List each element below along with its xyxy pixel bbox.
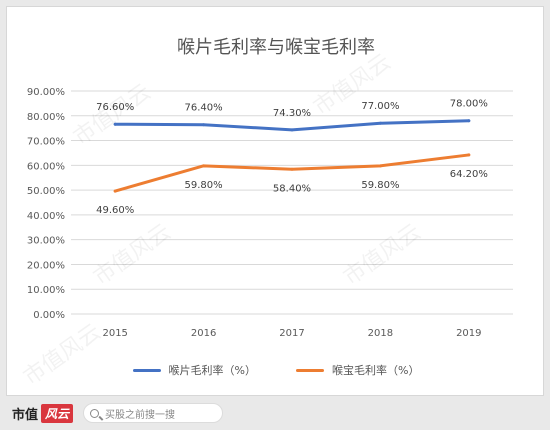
data-point-series-1 (378, 121, 382, 125)
y-tick-label: 30.00% (27, 236, 65, 247)
data-point-series-2 (202, 164, 206, 168)
y-tick-label: 60.00% (27, 161, 65, 172)
data-point-series-2 (290, 167, 294, 171)
line-chart: 0.00% 10.00% 20.00% 30.00% 40.00% 50.00% 60.00… (27, 87, 513, 339)
x-tick-label: 2019 (456, 328, 481, 339)
data-label-series-2: 64.20% (450, 169, 488, 180)
data-label-series-2: 49.60% (96, 205, 134, 216)
footer-bar: 市值 风云 买股之前搜一搜 (0, 396, 550, 430)
y-tick-label: 10.00% (27, 285, 65, 296)
data-label-series-2: 58.40% (273, 183, 311, 194)
data-point-series-2 (467, 153, 471, 157)
legend-swatch-series-2 (296, 368, 324, 372)
brand-logo: 市值 风云 (12, 403, 74, 423)
brand-text: 市值 (12, 407, 39, 423)
data-label-series-1: 76.40% (185, 103, 223, 114)
search-placeholder: 买股之前搜一搜 (105, 409, 176, 421)
chart-title: 喉片毛利率与喉宝毛利率 (177, 37, 375, 58)
data-point-series-1 (202, 123, 206, 127)
chart-card: 喉片毛利率与喉宝毛利率 0.00% 10.00% 20.00% 30.00% 40.00… (6, 6, 544, 396)
data-point-series-2 (378, 164, 382, 168)
y-tick-label: 50.00% (27, 186, 65, 197)
x-tick-label: 2018 (368, 328, 393, 339)
data-point-series-1 (467, 119, 471, 123)
x-tick-label: 2016 (191, 328, 216, 339)
y-tick-label: 20.00% (27, 260, 65, 271)
legend-label-series-1: 喉片毛利率（%） (168, 364, 256, 377)
legend-swatch-series-1 (132, 368, 161, 372)
chart-legend: 喉片毛利率（%） 喉宝毛利率（%） (7, 362, 545, 378)
y-tick-label: 70.00% (27, 137, 65, 148)
data-label-series-2: 59.80% (185, 180, 223, 191)
data-point-series-1 (290, 128, 294, 132)
legend-item-series-1: 喉片毛利率（%） (132, 362, 256, 378)
y-tick-label: 80.00% (27, 112, 65, 123)
data-point-series-1 (113, 122, 117, 126)
data-label-series-1: 74.30% (273, 108, 311, 119)
x-tick-label: 2017 (279, 328, 304, 339)
data-label-series-1: 77.00% (361, 101, 399, 112)
data-label-series-1: 78.00% (450, 99, 488, 110)
y-tick-label: 40.00% (27, 211, 65, 222)
brand-mark: 风云 (41, 403, 74, 423)
data-label-series-2: 59.80% (361, 180, 399, 191)
data-label-series-1: 76.60% (96, 102, 134, 113)
legend-label-series-2: 喉宝毛利率（%） (332, 364, 420, 377)
x-tick-label: 2015 (102, 328, 127, 339)
search-box[interactable]: 买股之前搜一搜 (83, 403, 224, 423)
legend-item-series-2: 喉宝毛利率（%） (296, 362, 419, 378)
y-tick-label: 0.00% (33, 310, 65, 321)
search-icon (90, 408, 100, 418)
data-point-series-2 (113, 189, 117, 193)
y-tick-label: 90.00% (27, 87, 65, 98)
